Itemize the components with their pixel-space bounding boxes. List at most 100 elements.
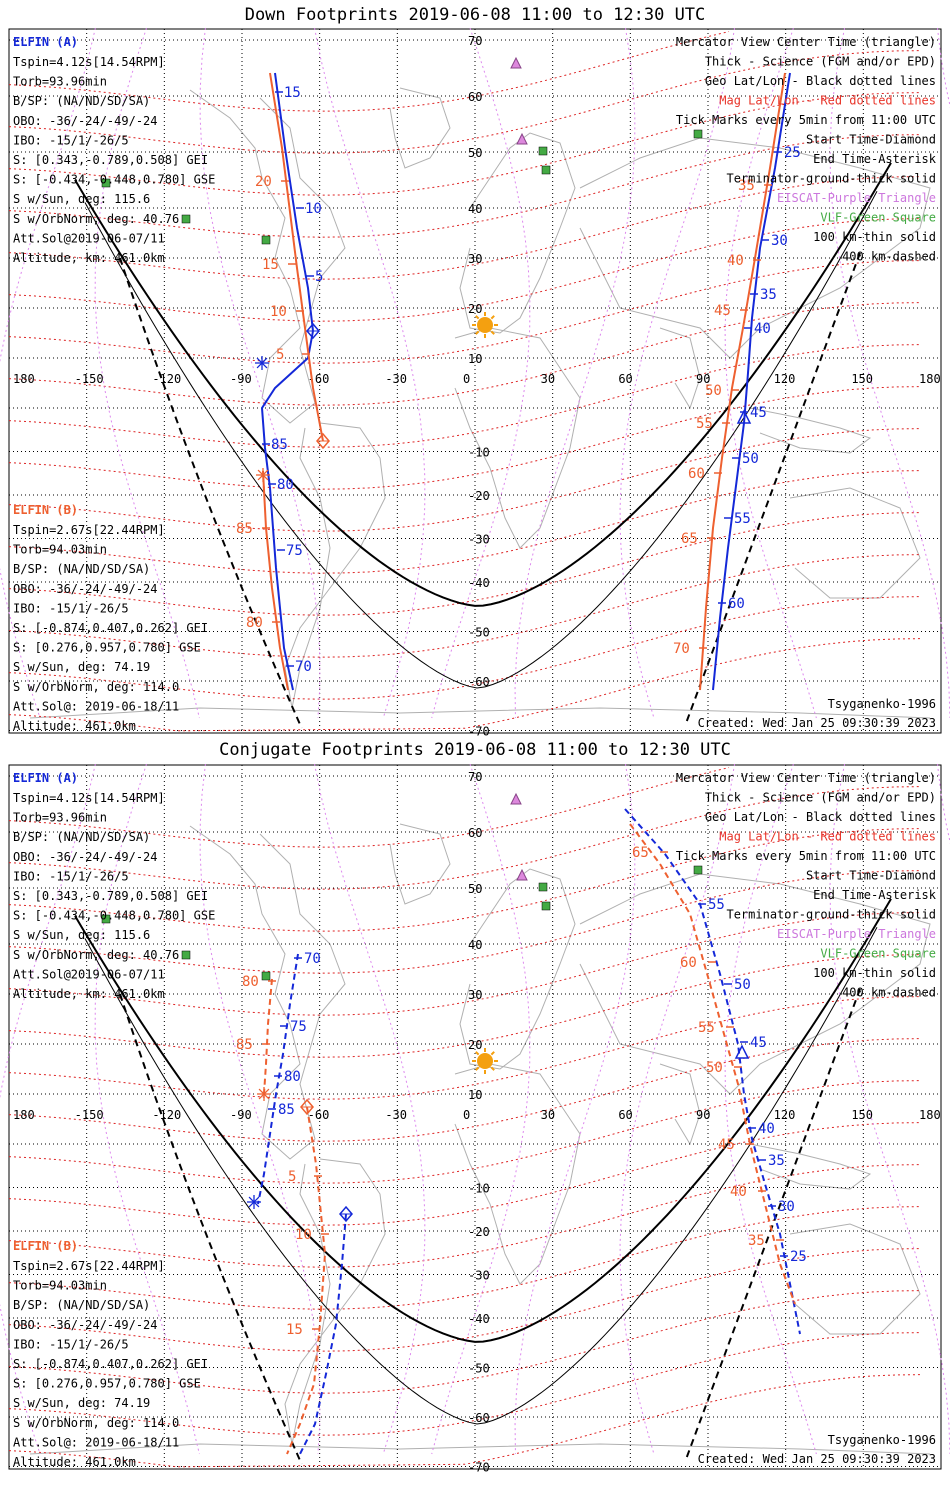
lat-tick-label: 70	[468, 770, 482, 784]
track-time-label: 15	[284, 85, 301, 101]
lat-tick-label: 70	[468, 34, 482, 48]
track-time-label: 70	[295, 659, 312, 675]
elfin-a-param: B/SP: (NA/ND/SD/SA)	[13, 94, 150, 108]
elfin-a-param: S: [0.343,-0.789,0.508] GEI	[13, 153, 208, 167]
elfin-a-param: Torb=93.96min	[13, 75, 107, 89]
mag-meridian-line	[431, 764, 531, 1455]
track-time-label: 40	[727, 253, 744, 269]
lon-tick-label: 120	[774, 372, 796, 386]
mag-meridian-line	[94, 28, 200, 719]
vlf-square-icon	[541, 901, 551, 911]
mag-latitude-line	[8, 512, 922, 616]
legend-item: Terminator-ground-thick solid	[726, 908, 936, 922]
track-time-label: 40	[754, 321, 771, 337]
track-time-label: 60	[680, 955, 697, 971]
lon-tick-label: 0	[463, 372, 470, 386]
vlf-square-icon	[261, 971, 271, 981]
mag-latitude-line	[8, 176, 922, 280]
mag-latitude-line	[8, 134, 922, 238]
coastline-9	[29, 707, 931, 719]
coastline-8	[789, 487, 921, 599]
elfin-b-track-south	[262, 470, 289, 691]
lon-tick-label: 90	[696, 1108, 710, 1122]
mag-meridian-line	[619, 764, 736, 1455]
panel-title-down: Down Footprints 2019-06-08 11:00 to 12:3…	[244, 5, 706, 25]
mag-meridian-line	[724, 28, 817, 719]
coastline-7	[749, 407, 872, 454]
track-time-label: 80	[277, 477, 294, 493]
mag-latitude-line	[8, 31, 730, 112]
end-asterisk-icon	[256, 357, 268, 369]
mag-meridian-line	[0, 764, 96, 1455]
track-time-label: 35	[768, 1153, 785, 1169]
track-time-label: 5	[315, 269, 323, 285]
track-time-label: 85	[236, 521, 253, 537]
lat-tick-label: -30	[468, 533, 490, 547]
track-time-label: 80	[242, 974, 259, 990]
end-asterisk-icon	[248, 1196, 260, 1208]
elfin-b-param: Tspin=2.67s[22.44RPM]	[13, 1259, 165, 1273]
elfin-b-param: S w/OrbNorm, deg: 114.0	[13, 680, 179, 694]
coastline-7	[749, 1143, 872, 1190]
sun-icon	[477, 317, 493, 333]
elfin-b-param: Att.Sol@: 2019-06-18/11	[13, 699, 179, 713]
mag-latitude-line	[8, 344, 922, 448]
legend-item: Thick - Science (FGM and/or EPD)	[705, 55, 936, 69]
legend-item: VLF-Green Square	[820, 947, 936, 961]
vlf-square-icon	[101, 178, 111, 188]
mag-latitude-line	[8, 912, 922, 1016]
lon-tick-label: -30	[385, 1108, 407, 1122]
lon-tick-label: 180	[919, 372, 941, 386]
lat-tick-label: -60	[468, 675, 490, 689]
coastline-4	[454, 327, 581, 549]
elfin-a-param: Att.Sol@2019-06-07/11	[13, 967, 165, 981]
legend-item: Tick Marks every 5min from 11:00 UTC	[676, 849, 936, 863]
legend-item: Thick - Science (FGM and/or EPD)	[705, 791, 936, 805]
mag-meridian-line	[94, 764, 200, 1455]
elfin-a-param: OBO: -36/-24/-49/-24	[13, 850, 158, 864]
legend-item: EISCAT-Purple Triangle	[777, 191, 936, 205]
lat-tick-label: 10	[468, 352, 482, 366]
sun-ray	[475, 1066, 480, 1071]
terminator-ground	[74, 162, 892, 607]
lon-tick-label: 180	[13, 1108, 35, 1122]
mag-meridian-line	[514, 28, 636, 719]
coastline-5	[579, 873, 931, 1095]
lat-tick-label: -50	[468, 1362, 490, 1376]
legend-item: EISCAT-Purple Triangle	[777, 927, 936, 941]
mag-latitude-line	[8, 1122, 922, 1226]
track-time-label: 75	[286, 543, 303, 559]
elfin-a-track-west	[260, 72, 315, 691]
coastline-8	[789, 1223, 921, 1335]
lon-tick-label: 180	[13, 372, 35, 386]
track-time-label: 65	[681, 531, 698, 547]
lon-tick-label: 30	[541, 1108, 555, 1122]
lat-tick-label: -70	[468, 1461, 490, 1475]
elfin-a-param: Torb=93.96min	[13, 811, 107, 825]
legend-item: VLF-Green Square	[820, 211, 936, 225]
elfin-a-track-east	[712, 72, 791, 691]
elfin-b-name: ELFIN (B)	[13, 503, 78, 517]
lon-tick-label: 60	[618, 1108, 632, 1122]
mag-latitude-line	[8, 1248, 922, 1352]
elfin-a-param: Altitude, km: 461.0km	[13, 251, 165, 265]
model-name: Tsyganenko-1996	[828, 1433, 936, 1447]
lon-tick-label: 150	[851, 372, 873, 386]
track-time-label: 45	[750, 405, 767, 421]
mag-latitude-line	[8, 428, 922, 532]
elfin-a-param: Altitude, km: 461.0km	[13, 987, 165, 1001]
legend-item: Geo Lat/Lon - Black dotted lines	[705, 74, 936, 88]
lat-tick-label: 10	[468, 1088, 482, 1102]
center-triangle-icon	[736, 409, 752, 424]
elfin-b-param: Tspin=2.67s[22.44RPM]	[13, 523, 165, 537]
vlf-square-icon	[538, 882, 548, 892]
coastline-6	[659, 1063, 701, 1146]
mag-latitude-line	[8, 50, 922, 154]
mag-meridian-line	[314, 764, 426, 1455]
legend-item: Geo Lat/Lon - Black dotted lines	[705, 810, 936, 824]
start-diamond-icon	[339, 1205, 353, 1223]
vlf-square-icon	[693, 129, 703, 139]
track-time-label: 35	[738, 178, 755, 194]
elfin-a-param: S w/Sun, deg: 115.6	[13, 192, 150, 206]
mag-meridian-line	[431, 28, 531, 719]
